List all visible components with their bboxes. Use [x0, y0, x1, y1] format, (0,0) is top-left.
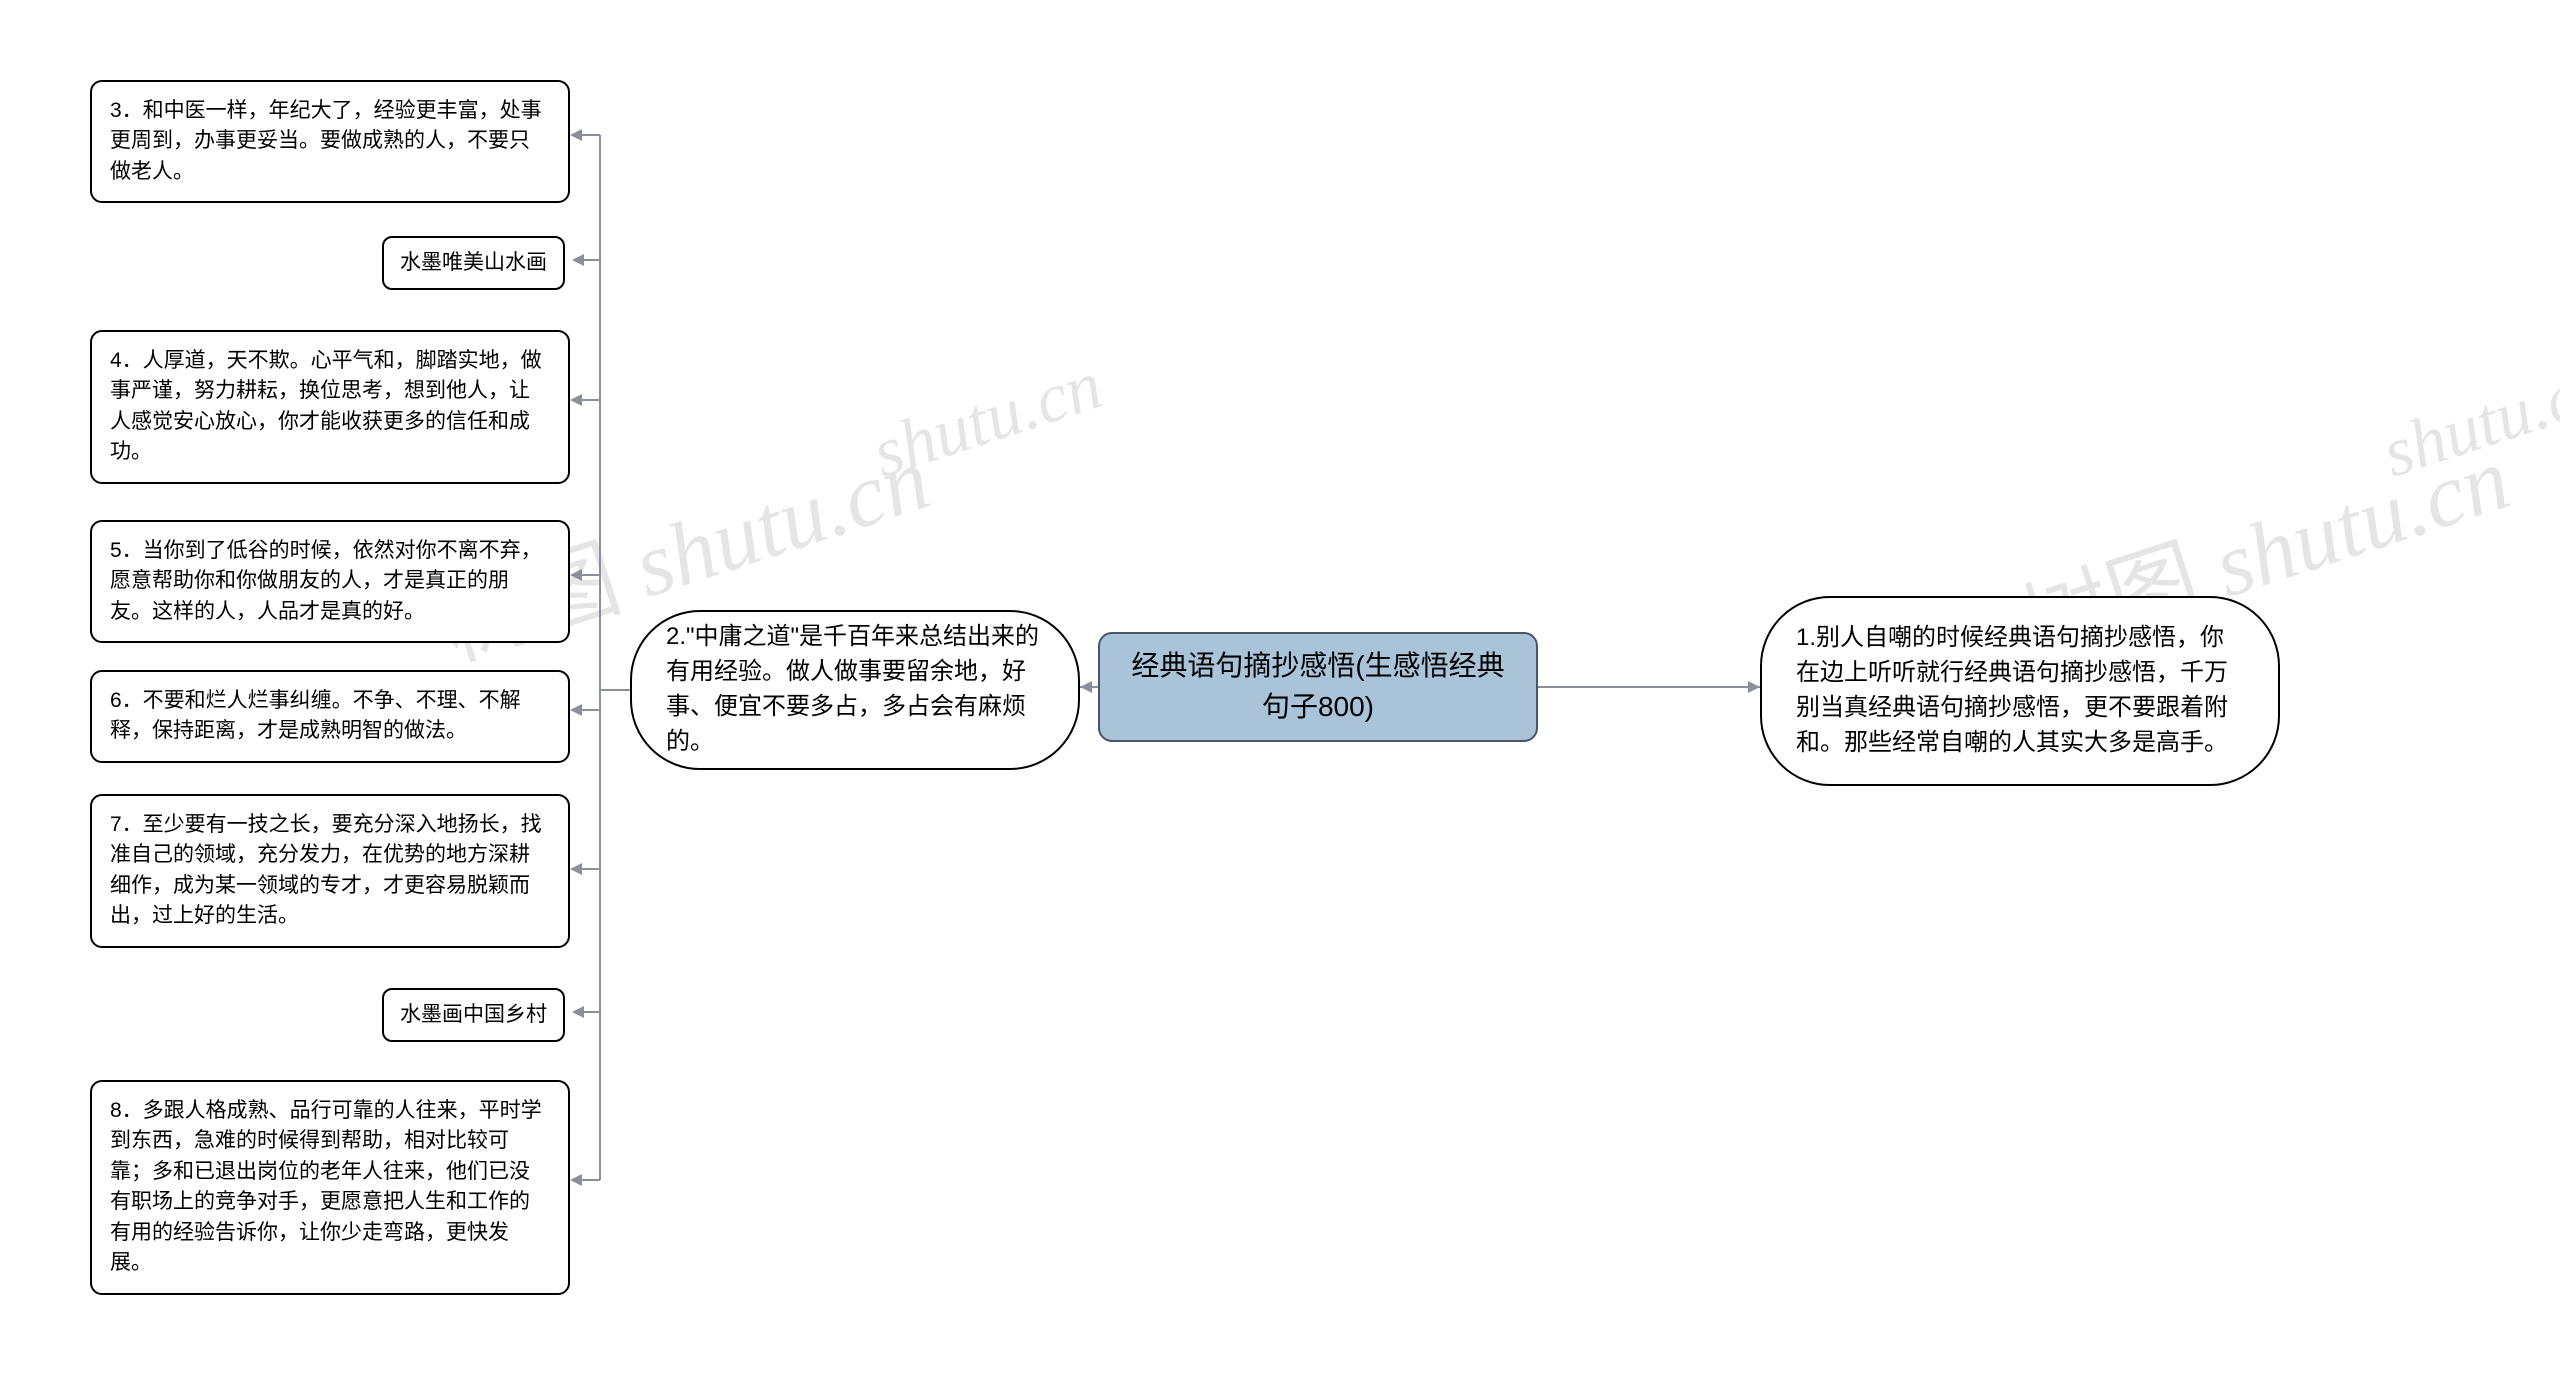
leaf-label: 8．多跟人格成熟、品行可靠的人往来，平时学到东西，急难的时候得到帮助，相对比较可…: [110, 1096, 550, 1279]
leaf-label: 5．当你到了低谷的时候，依然对你不离不弃，愿意帮助你和你做朋友的人，才是真正的朋…: [110, 536, 550, 627]
leaf-node[interactable]: 水墨唯美山水画: [382, 236, 565, 290]
leaf-label: 水墨画中国乡村: [400, 1000, 547, 1030]
branch-left-label: 2."中庸之道"是千百年来总结出来的有用经验。做人做事要留余地，好事、便宜不要多…: [666, 620, 1044, 759]
leaf-node[interactable]: 水墨画中国乡村: [382, 988, 565, 1042]
branch-right[interactable]: 1.别人自嘲的时候经典语句摘抄感悟，你在边上听听就行经典语句摘抄感悟，千万别当真…: [1760, 596, 2280, 786]
leaf-node[interactable]: 3．和中医一样，年纪大了，经验更丰富，处事更周到，办事更妥当。要做成熟的人，不要…: [90, 80, 570, 203]
root-node[interactable]: 经典语句摘抄感悟(生感悟经典句子800): [1098, 632, 1538, 742]
root-node-label: 经典语句摘抄感悟(生感悟经典句子800): [1122, 646, 1514, 727]
leaf-node[interactable]: 6．不要和烂人烂事纠缠。不争、不理、不解释，保持距离，才是成熟明智的做法。: [90, 670, 570, 763]
leaf-node[interactable]: 4．人厚道，天不欺。心平气和，脚踏实地，做事严谨，努力耕耘，换位思考，想到他人，…: [90, 330, 570, 484]
leaf-node[interactable]: 5．当你到了低谷的时候，依然对你不离不弃，愿意帮助你和你做朋友的人，才是真正的朋…: [90, 520, 570, 643]
leaf-label: 3．和中医一样，年纪大了，经验更丰富，处事更周到，办事更妥当。要做成熟的人，不要…: [110, 96, 550, 187]
watermark: shutu.cn: [863, 346, 1111, 495]
leaf-label: 7．至少要有一技之长，要充分深入地扬长，找准自己的领域，充分发力，在优势的地方深…: [110, 810, 550, 932]
branch-right-label: 1.别人自嘲的时候经典语句摘抄感悟，你在边上听听就行经典语句摘抄感悟，千万别当真…: [1796, 621, 2244, 760]
branch-left[interactable]: 2."中庸之道"是千百年来总结出来的有用经验。做人做事要留余地，好事、便宜不要多…: [630, 610, 1080, 770]
leaf-label: 水墨唯美山水画: [400, 248, 547, 278]
watermark: shutu.cn: [2373, 346, 2560, 495]
leaf-node[interactable]: 8．多跟人格成熟、品行可靠的人往来，平时学到东西，急难的时候得到帮助，相对比较可…: [90, 1080, 570, 1295]
leaf-label: 6．不要和烂人烂事纠缠。不争、不理、不解释，保持距离，才是成熟明智的做法。: [110, 686, 550, 747]
leaf-label: 4．人厚道，天不欺。心平气和，脚踏实地，做事严谨，努力耕耘，换位思考，想到他人，…: [110, 346, 550, 468]
leaf-node[interactable]: 7．至少要有一技之长，要充分深入地扬长，找准自己的领域，充分发力，在优势的地方深…: [90, 794, 570, 948]
